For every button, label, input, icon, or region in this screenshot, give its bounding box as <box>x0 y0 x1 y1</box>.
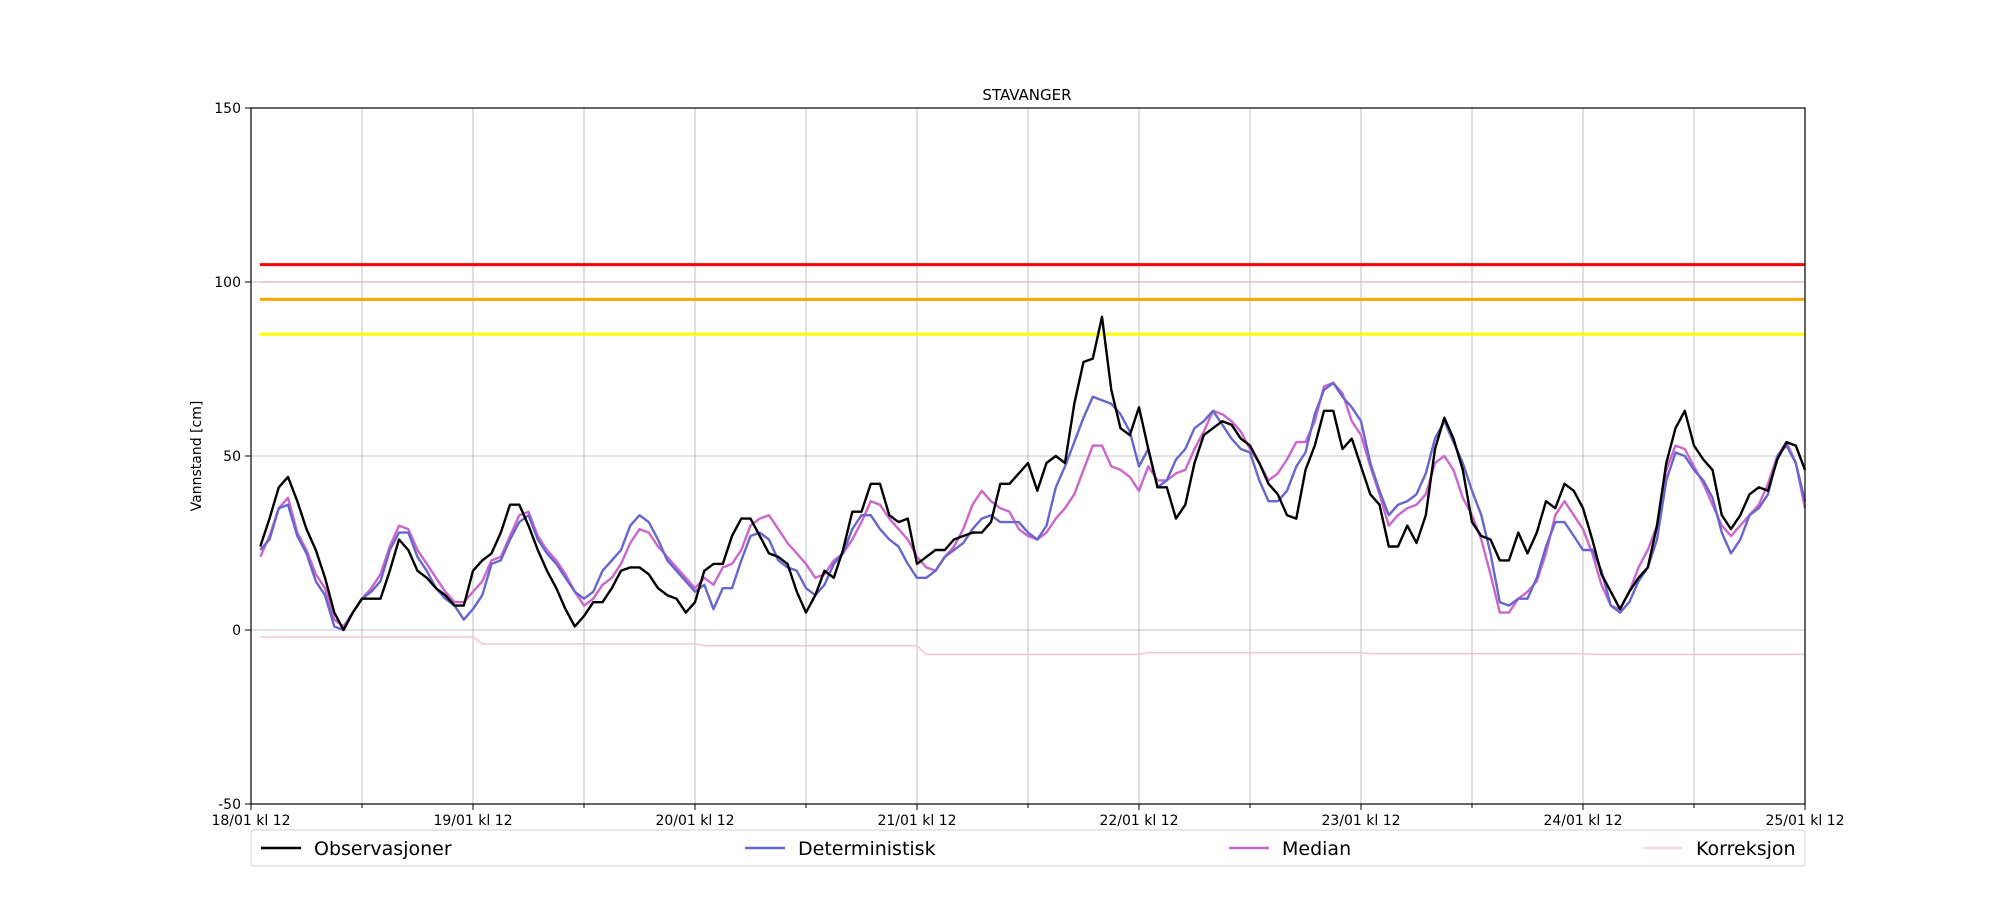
series-layer <box>259 315 1807 656</box>
legend-label: Median <box>1282 838 1351 860</box>
y-axis: -50 0 50 100 150 <box>214 101 251 813</box>
y-tick-label: 0 <box>232 623 241 639</box>
x-tick-label: 19/01 kl 12 <box>433 813 512 829</box>
x-axis: 18/01 kl 12 19/01 kl 12 20/01 kl 12 21/01 k… <box>211 804 1845 829</box>
y-tick-label: -50 <box>218 797 241 813</box>
legend: Observasjoner Deterministisk Median Korreks… <box>250 829 1806 867</box>
x-tick-label: 20/01 kl 12 <box>655 813 734 829</box>
x-tick-label: 23/01 kl 12 <box>1321 813 1400 829</box>
series-line-median <box>259 381 1807 628</box>
y-tick-label: 100 <box>214 275 241 291</box>
legend-label: Observasjoner <box>314 838 452 860</box>
x-tick-label: 24/01 kl 12 <box>1543 813 1622 829</box>
legend-label: Korreksjon <box>1696 838 1796 860</box>
series-line-korreksjon <box>260 636 1805 656</box>
y-axis-label: Vannstand [cm] <box>189 401 205 512</box>
threshold-lines <box>260 263 1805 336</box>
grid <box>250 107 1806 805</box>
x-tick-label: 22/01 kl 12 <box>1099 813 1178 829</box>
y-tick-label: 50 <box>223 449 241 465</box>
y-tick-label: 150 <box>214 101 241 117</box>
x-tick-label: 18/01 kl 12 <box>211 813 290 829</box>
series-line-deterministisk <box>259 381 1807 632</box>
series-line-observasjoner <box>259 315 1807 632</box>
x-tick-label: 21/01 kl 12 <box>877 813 956 829</box>
legend-box <box>250 829 1806 867</box>
chart-title: STAVANGER <box>982 86 1071 104</box>
x-tick-label: 25/01 kl 12 <box>1765 813 1844 829</box>
legend-label: Deterministisk <box>798 838 936 860</box>
